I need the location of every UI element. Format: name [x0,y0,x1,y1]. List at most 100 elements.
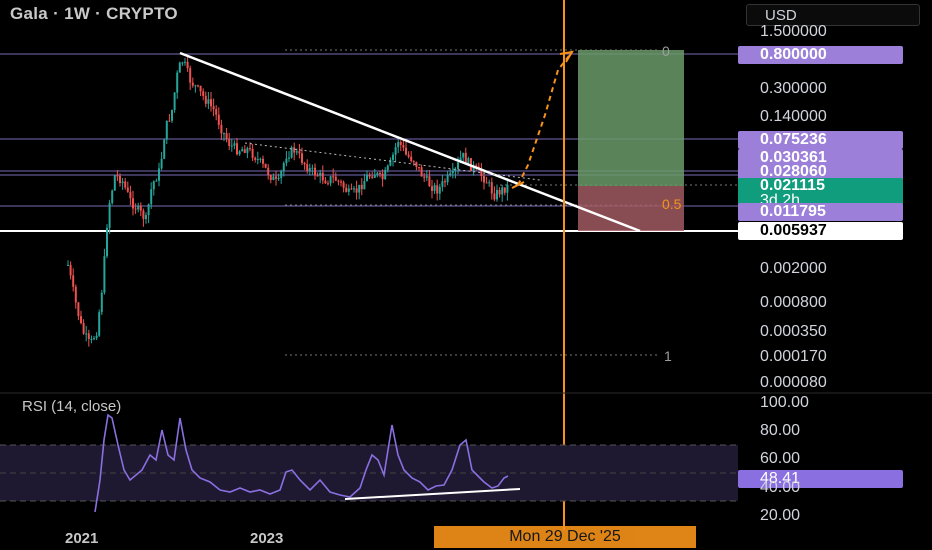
candle-body [238,151,241,155]
candle-body [334,176,337,181]
candle-body [121,181,124,184]
rsi-axis-label: 40.00 [760,479,801,496]
small-arrow [511,181,525,189]
candle-body [152,181,155,190]
candle-body [113,175,116,191]
price-label: 1.500000 [760,23,827,40]
candle-body [415,162,418,168]
candle-body [256,158,259,160]
projection-arrowhead [559,50,574,63]
candle-body [410,156,413,162]
candle-body [155,180,158,182]
candle-body [80,316,82,324]
candle-body [212,106,215,110]
candle-body [496,189,498,200]
candle-body [420,167,423,177]
candle-body [386,165,389,170]
candle-body [316,175,319,177]
candle-body [363,181,366,190]
candle-body [506,184,509,193]
price-label: 0.000350 [760,323,827,340]
candle-body [355,188,358,193]
candle-body [314,167,316,176]
candle-body [467,158,470,164]
candle-body [379,172,381,174]
candle-body [423,176,426,178]
projection-arrow[interactable] [517,51,573,186]
candle-body [308,168,311,172]
symbol-title[interactable]: Gala · 1W · CRYPTO [10,4,178,23]
candle-body [418,167,420,169]
rsi-indicator-label[interactable]: RSI (14, close) [22,398,122,415]
candle-body [358,184,361,193]
candle-body [67,264,69,266]
candle-body [243,149,246,153]
candle-body [373,174,376,178]
candle-body [490,182,493,194]
candle-body [340,181,342,183]
target-zone[interactable] [578,50,684,186]
candle-body [163,139,166,159]
candle-body [282,163,285,172]
price-label: 0.000080 [760,374,827,391]
candle-body [402,144,405,148]
candle-body [181,62,184,64]
candle-body [449,173,452,175]
rsi-axis-label: 80.00 [760,422,801,439]
candle-body [342,182,345,188]
candle-body [204,95,207,104]
candle-body [119,175,121,184]
rsi-line [94,413,509,513]
candle-body [165,120,168,140]
candle-body [173,92,176,110]
candle-body [137,205,140,210]
descending-trendline[interactable] [179,51,641,233]
candle-body [186,61,189,69]
rsi-divergence-line[interactable] [344,488,521,500]
candle-body [454,168,457,171]
candle-body [384,169,387,180]
candle-body [444,181,446,183]
candle-body [301,153,303,163]
candle-body [488,182,491,184]
candle-body [441,181,444,187]
candle-body [176,72,179,93]
candle-body [277,178,280,180]
candle-body [366,175,368,182]
candle-body [116,175,119,177]
candle-body [147,204,150,216]
candle-body [306,164,309,172]
candle-body [293,147,296,153]
candle-body [85,333,88,335]
candle-body [485,182,488,184]
candle-body [397,142,400,148]
candle-body [459,157,462,163]
currency-selector[interactable]: USD [746,4,920,26]
candle-body [106,227,108,257]
time-label: 2021 [65,530,99,547]
candle-body [215,109,218,115]
candle-body [223,133,225,135]
rsi-axis-label: 60.00 [760,450,801,467]
candle-body [295,151,298,153]
candle-body [350,188,353,190]
stop-zone[interactable] [578,186,684,231]
candle-body [394,147,397,155]
candle-body [95,335,98,339]
candle-body [217,114,220,125]
candle-body [90,338,93,340]
candle-body [254,157,257,160]
candle-body [142,210,145,220]
candle-body [202,91,205,96]
candle-body [451,170,454,174]
candle-body [381,173,384,180]
rsi-axis-label: 100.00 [760,394,809,411]
price-highlight: 0.030361 [738,149,903,167]
candle-body [194,85,197,87]
candle-body [262,158,264,164]
candle-body [319,172,322,176]
candle-body [160,158,163,169]
fib-label: 1 [664,348,672,364]
candle-body [457,162,459,169]
